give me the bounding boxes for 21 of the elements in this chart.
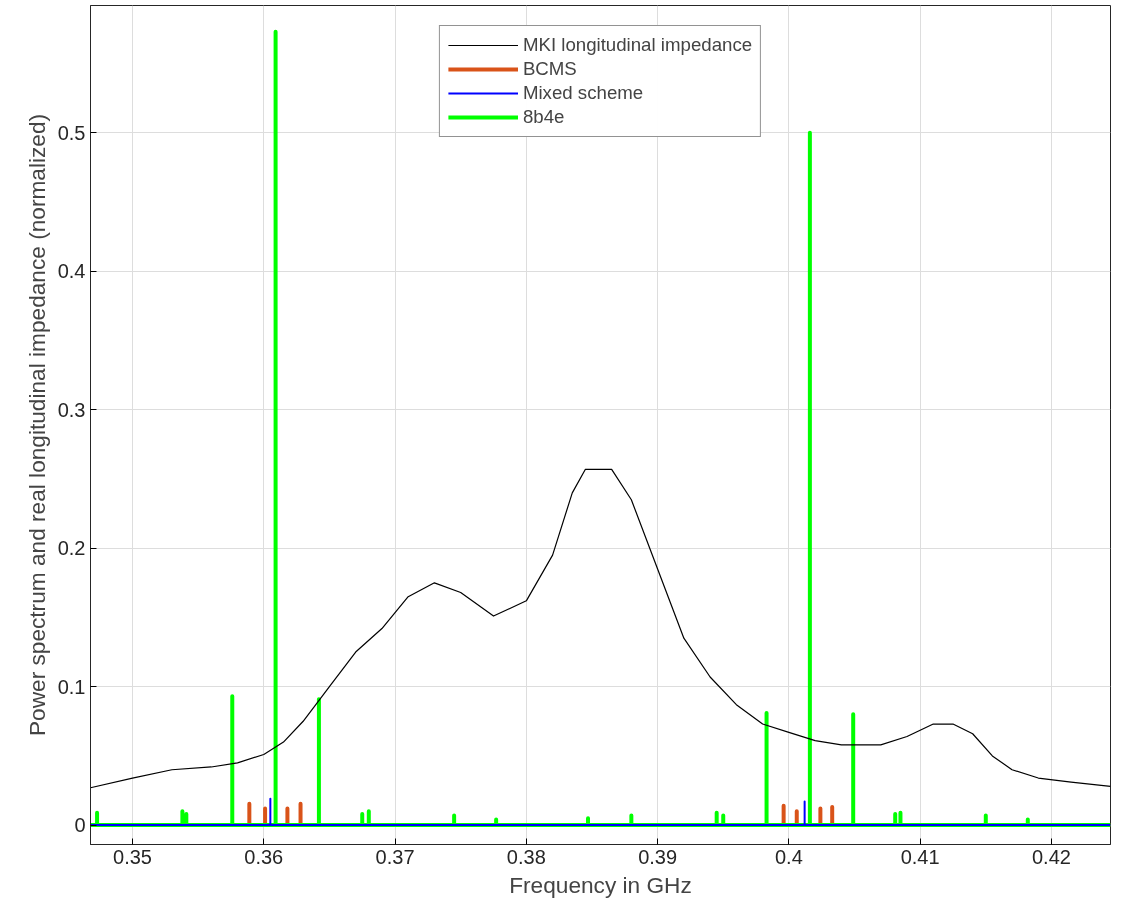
legend-label: BCMS [522,58,577,80]
legend-label: Mixed scheme [522,82,644,104]
y-tick-label: 0.5 [57,121,86,144]
y-tick-label: 0.4 [57,260,86,283]
legend-label: MKI longitudinal impedance [522,34,753,56]
x-tick-label: 0.41 [900,845,940,868]
y-tick-label: 0.3 [57,398,86,421]
x-tick-label: 0.36 [244,845,284,868]
y-tick-label: 0.2 [57,537,86,560]
x-tick-label: 0.37 [375,845,415,868]
x-tick-label: 0.35 [113,845,152,868]
x-tick-label: 0.4 [774,845,803,868]
x-tick-label: 0.39 [638,845,678,868]
x-axis-title: Frequency in GHz [509,871,692,898]
y-axis-title: Power spectrum and real longitudinal impedance (normalized) [23,113,50,737]
line-series [90,468,1111,789]
x-tick-label: 0.42 [1031,845,1071,868]
x-tick-label: 0.38 [506,845,546,868]
legend-label: 8b4e [522,106,565,128]
y-tick-label: 0.1 [57,675,86,698]
y-tick-label: 0 [74,814,86,837]
